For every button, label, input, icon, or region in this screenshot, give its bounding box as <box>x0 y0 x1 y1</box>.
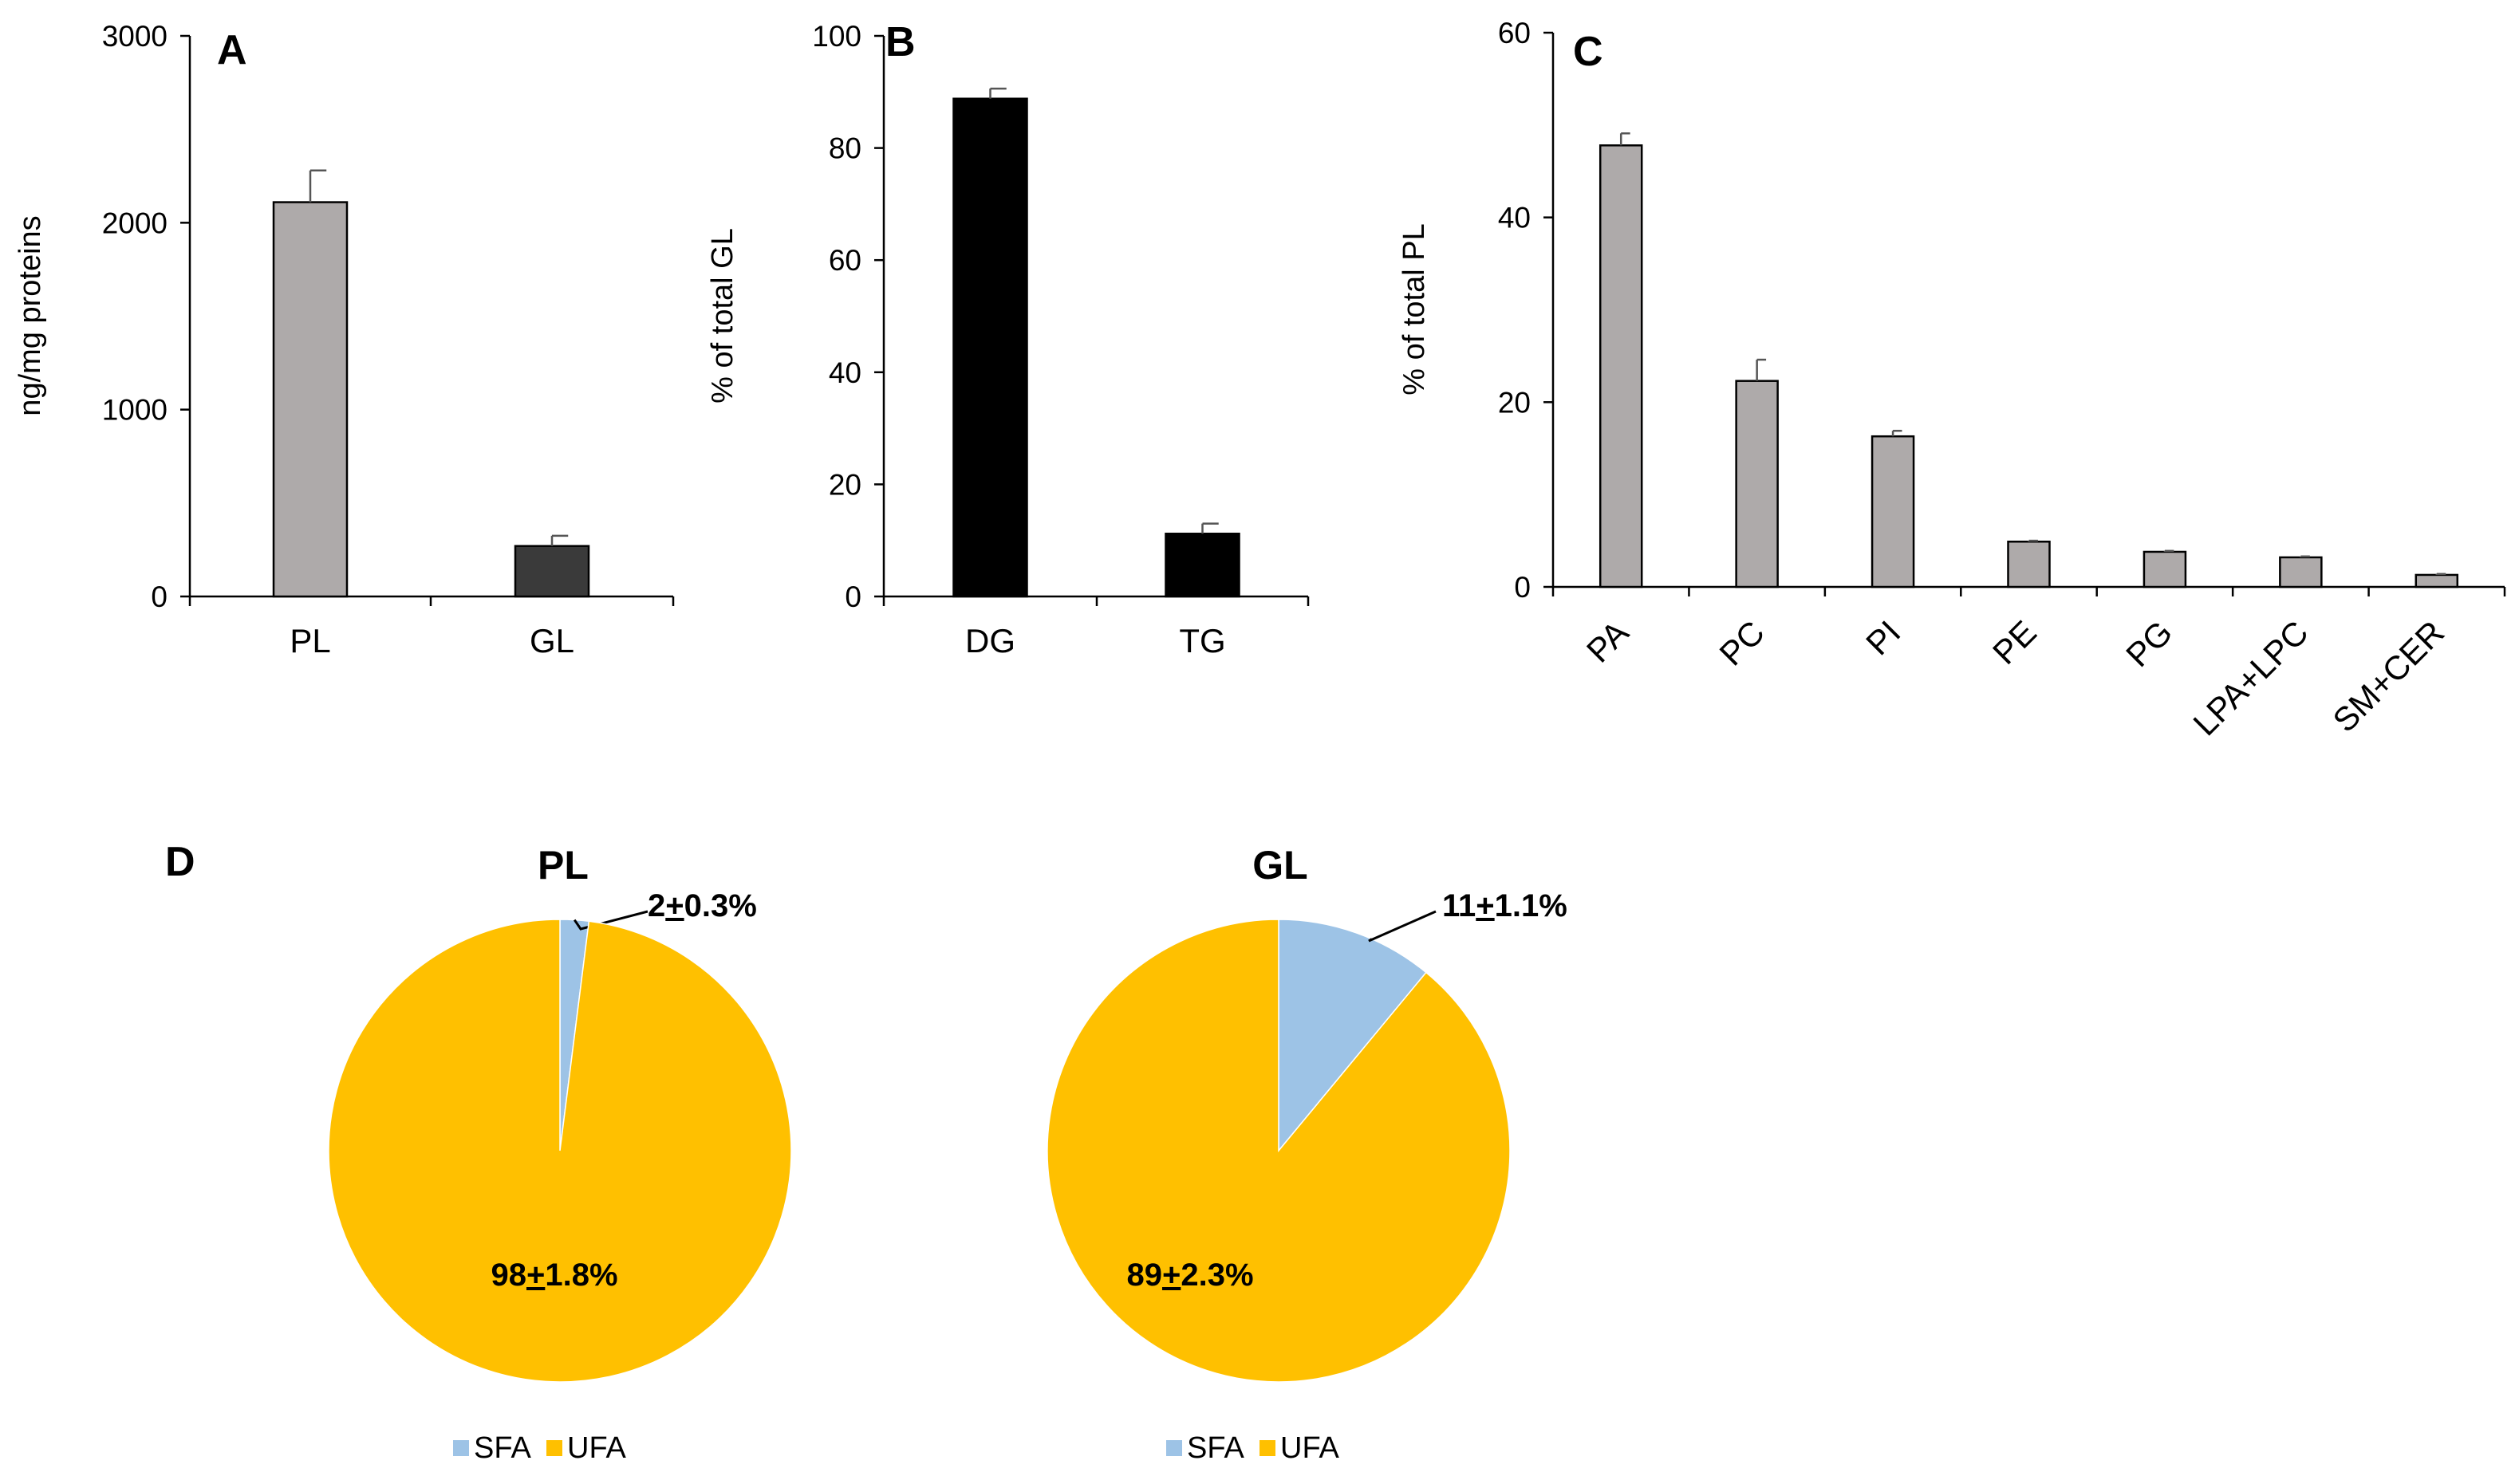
y-tick-label-B: 60 <box>829 244 861 277</box>
pie-legend: SFA UFA <box>453 1431 627 1465</box>
y-axis-title-C: % of total PL <box>1397 223 1431 395</box>
bar-PA <box>1599 144 1643 588</box>
legend-label-SFA: SFA <box>474 1431 531 1465</box>
slice-error: 0.3% <box>684 888 757 923</box>
panel-label-A: A <box>217 27 247 73</box>
bar-PG <box>2143 550 2187 588</box>
y-tick-label-C: 0 <box>1514 571 1531 604</box>
bar-chart-A: 0 1000 2000 3000 PL GL ng/mg proteins A <box>14 20 675 659</box>
pie-title: GL <box>1252 843 1307 888</box>
slice-label-UFA: 98+1.8% <box>491 1258 617 1293</box>
y-tick-label-A: 1000 <box>102 394 168 427</box>
error-bar-PG <box>2163 549 2174 553</box>
bar-DG <box>952 97 1028 598</box>
panel-label-D: D <box>165 839 195 885</box>
legend-label-UFA: UFA <box>567 1431 627 1465</box>
bar-chart-B: 0 20 40 60 80 100 DG TG % of total GL B <box>706 19 1310 659</box>
legend-swatch-UFA <box>1260 1440 1275 1456</box>
bar-TG <box>1165 533 1240 598</box>
x-category-label: PL <box>290 622 330 659</box>
legend-label-UFA: UFA <box>1280 1431 1340 1465</box>
y-tick-label-B: 80 <box>829 132 861 165</box>
bar-PL <box>272 201 349 598</box>
bar-PE <box>2007 540 2051 588</box>
x-category-label: SM+CER <box>2325 613 2451 739</box>
slice-error: 2.3% <box>1181 1258 1253 1293</box>
slice-error: 1.8% <box>545 1258 617 1293</box>
y-tick-label-A: 2000 <box>102 207 168 239</box>
leader-line <box>573 910 648 931</box>
y-tick-label-B: 20 <box>829 468 861 501</box>
pie-slice-UFA <box>1047 919 1511 1383</box>
pie-legend: SFA UFA <box>1166 1431 1340 1465</box>
y-tick-label-A: 0 <box>151 581 168 613</box>
bar-LPA+LPC <box>2279 556 2323 588</box>
legend-swatch-SFA <box>1166 1440 1182 1456</box>
plus-minus-sign: + <box>665 888 684 923</box>
pie-chart-D-PL: D PL2+0.3%98+1.8%SFA UFA <box>165 839 792 1465</box>
x-category-label: TG <box>1179 622 1225 659</box>
error-bar-PC <box>1756 358 1767 381</box>
error-bar-DG <box>989 87 1007 99</box>
y-axis-title-A: ng/mg proteins <box>14 215 47 415</box>
y-tick-label-C: 40 <box>1498 202 1531 234</box>
bar-PC <box>1735 380 1779 588</box>
slice-value: 89 <box>1126 1258 1162 1293</box>
panel-label-B: B <box>885 19 916 65</box>
bar-SM+CER <box>2415 573 2459 588</box>
y-tick-label-B: 40 <box>829 356 861 389</box>
x-category-label: PA <box>1579 613 1636 670</box>
bar-PI <box>1871 435 1915 588</box>
error-bar-PI <box>1891 429 1902 437</box>
legend-label-SFA: SFA <box>1187 1431 1244 1465</box>
slice-label-SFA: 11+1.1% <box>1442 888 1567 923</box>
pie-slice-SFA <box>1278 919 1427 1153</box>
y-axis-title-B: % of total GL <box>706 228 739 403</box>
y-tick-label-B: 0 <box>845 581 861 613</box>
x-category-label: LPA+LPC <box>2186 613 2315 742</box>
panel-label-C: C <box>1573 29 1603 75</box>
error-bar-GL <box>550 534 569 546</box>
error-bar-SM+CER <box>2435 573 2446 576</box>
slice-value: 2 <box>648 888 665 923</box>
y-tick-label-C: 20 <box>1498 386 1531 419</box>
legend-swatch-SFA <box>453 1440 469 1456</box>
y-tick-label-B: 100 <box>812 20 861 53</box>
leader-line <box>1368 910 1437 943</box>
plus-minus-sign: + <box>1476 888 1494 923</box>
x-category-label: DG <box>965 622 1015 659</box>
pie-slice-UFA <box>328 919 792 1383</box>
slice-label-SFA: 2+0.3% <box>648 888 757 923</box>
x-category-label: PI <box>1859 613 1907 662</box>
x-category-label: PC <box>1713 613 1772 673</box>
pie-title: PL <box>538 843 589 888</box>
y-tick-label-C: 60 <box>1498 17 1531 49</box>
error-bar-PA <box>1619 132 1630 146</box>
error-bar-TG <box>1201 522 1219 534</box>
slice-value: 11 <box>1442 888 1476 923</box>
slice-label-UFA: 89+2.3% <box>1126 1258 1253 1293</box>
error-bar-PL <box>309 169 327 203</box>
slice-value: 98 <box>491 1258 526 1293</box>
x-category-label: GL <box>530 622 574 659</box>
legend-swatch-UFA <box>546 1440 562 1456</box>
plus-minus-sign: + <box>526 1258 545 1293</box>
slice-error: 1.1% <box>1495 888 1567 923</box>
x-category-label: PG <box>2119 613 2179 674</box>
bar-chart-C: 0 20 40 60 PA PC PI PE PG LPA+LPC SM+CER % of total… <box>1397 17 2506 742</box>
bar-GL <box>514 545 590 598</box>
plus-minus-sign: + <box>1162 1258 1181 1293</box>
y-tick-label-A: 3000 <box>102 20 168 53</box>
x-category-label: PE <box>1985 613 2044 671</box>
